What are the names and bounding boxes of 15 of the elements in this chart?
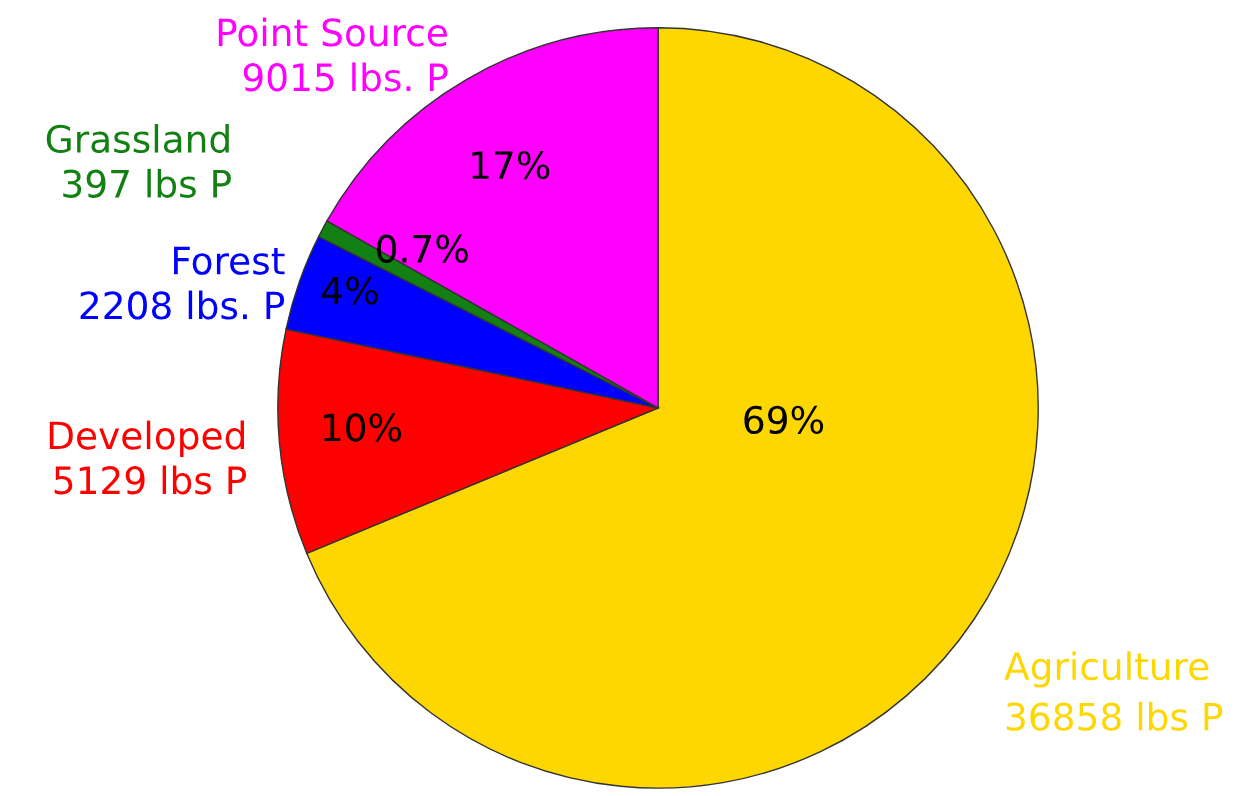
slice-label: Agriculture xyxy=(1004,651,1209,688)
text: 4% xyxy=(322,276,378,305)
text: 0.7% xyxy=(377,234,468,263)
slice-label: Grassland xyxy=(46,124,229,154)
data-label: 397 lbs P xyxy=(63,168,231,198)
data-label: 5129 lbs P xyxy=(54,465,247,495)
text: 17% xyxy=(472,150,550,180)
text: 10% xyxy=(323,413,402,442)
data-label: 2208 lbs. P xyxy=(80,290,285,320)
text: 69% xyxy=(744,405,824,435)
data-label: 36858 lbs P xyxy=(1006,701,1223,731)
data-label: 9015 lbs. P xyxy=(243,62,448,92)
slice-label: Developed xyxy=(49,420,244,457)
slice-label: Forest xyxy=(174,246,285,275)
slice-label: Point Source xyxy=(218,17,447,47)
